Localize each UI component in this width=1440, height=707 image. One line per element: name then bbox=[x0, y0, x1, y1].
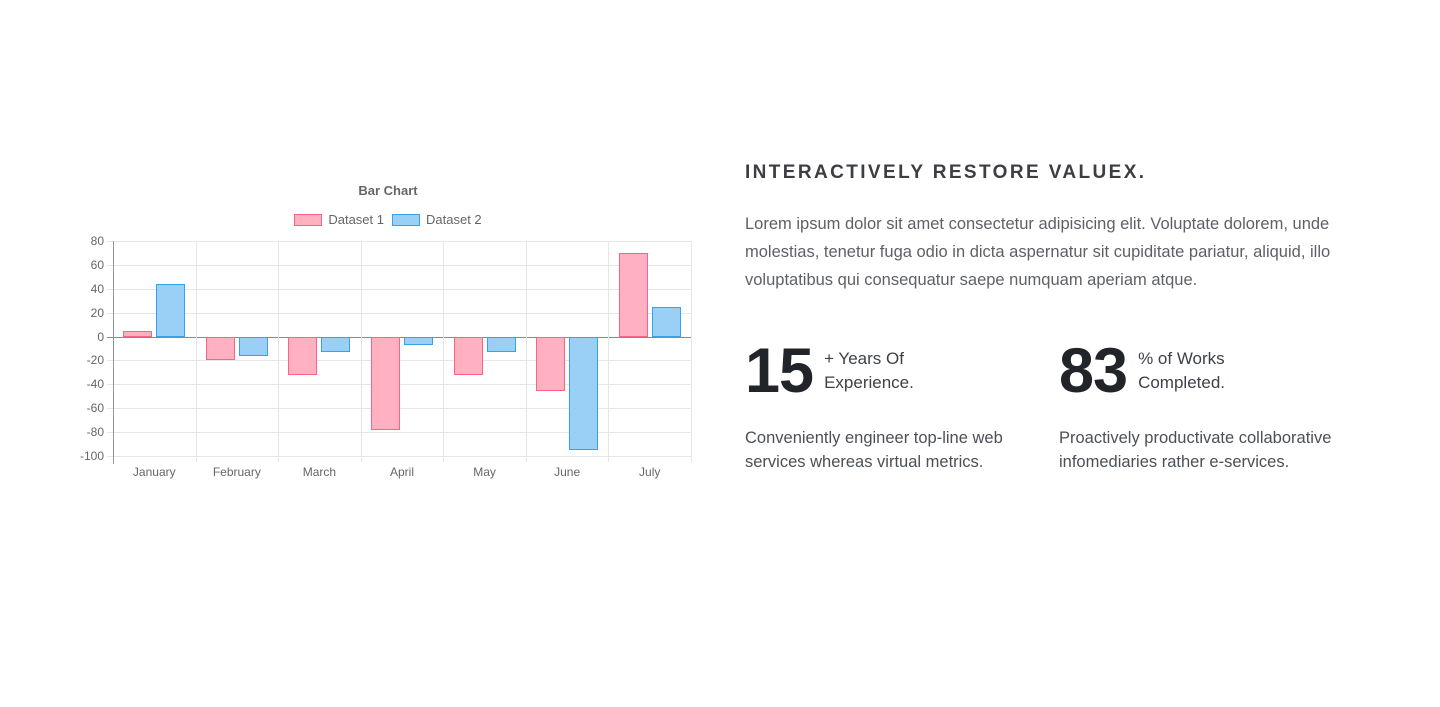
y-tick-label: 40 bbox=[90, 281, 104, 296]
x-tick-label: May bbox=[473, 465, 496, 479]
bar-dataset-2-july[interactable] bbox=[651, 306, 681, 337]
chart-legend: Dataset 1 Dataset 2 bbox=[85, 212, 691, 227]
stat-description: Conveniently engineer top-line web servi… bbox=[745, 429, 1003, 471]
gridline bbox=[360, 241, 362, 462]
section-heading: INTERACTIVELY RESTORE VALUEX. bbox=[745, 162, 1147, 183]
legend-swatch bbox=[392, 213, 420, 226]
stat-block-works: 83 % of Works Completed. Proactively pro… bbox=[1059, 336, 1357, 474]
y-tick-label: -60 bbox=[86, 401, 104, 416]
x-tick-label: February bbox=[212, 465, 261, 479]
bar-dataset-2-february[interactable] bbox=[238, 336, 268, 356]
stat-label: + Years Of Experience. bbox=[824, 349, 914, 392]
gridline bbox=[525, 241, 527, 462]
x-tick-label: July bbox=[639, 465, 661, 479]
bar-dataset-2-june[interactable] bbox=[569, 336, 599, 451]
content-section: INTERACTIVELY RESTORE VALUEX. Lorem ipsu… bbox=[745, 162, 1357, 474]
stat-description: Proactively productivate collaborative i… bbox=[1059, 429, 1332, 471]
stat-block-experience: 15 + Years Of Experience. Conveniently e… bbox=[745, 336, 1043, 474]
legend-swatch bbox=[294, 213, 323, 226]
chart-title: Bar Chart bbox=[358, 183, 418, 198]
y-tick-label: -100 bbox=[79, 449, 104, 463]
bar-dataset-1-january[interactable] bbox=[123, 330, 153, 337]
bar-dataset-1-march[interactable] bbox=[288, 336, 318, 375]
gridline bbox=[107, 264, 691, 266]
bar-dataset-1-july[interactable] bbox=[618, 252, 648, 337]
x-tick-label: April bbox=[389, 465, 415, 479]
bar-dataset-2-march[interactable] bbox=[321, 336, 351, 353]
gridline bbox=[195, 241, 197, 462]
bar-dataset-1-april[interactable] bbox=[371, 336, 400, 430]
gridline bbox=[107, 288, 691, 290]
legend-label: Dataset 1 bbox=[328, 212, 384, 227]
bar-dataset-1-february[interactable] bbox=[205, 336, 235, 361]
legend-item[interactable]: Dataset 1 bbox=[294, 212, 384, 227]
gridline bbox=[278, 241, 280, 462]
stat-value: 15 bbox=[745, 336, 814, 406]
y-tick-label: 60 bbox=[90, 257, 104, 272]
y-tick-label: 0 bbox=[97, 329, 104, 344]
gridline bbox=[107, 312, 691, 314]
gridline bbox=[107, 432, 691, 434]
gridline bbox=[691, 241, 692, 462]
legend-item[interactable]: Dataset 2 bbox=[392, 212, 482, 227]
stat-head: 15 + Years Of Experience. bbox=[745, 336, 1043, 406]
bar-dataset-1-june[interactable] bbox=[536, 336, 566, 392]
y-tick-label: -40 bbox=[86, 377, 104, 392]
bar-dataset-2-may[interactable] bbox=[486, 336, 516, 353]
bar-chart: Bar Chart Dataset 1 Dataset 2 80 60 40 20 0 -2… bbox=[80, 183, 692, 479]
x-tick-label: January bbox=[132, 465, 176, 479]
bar-dataset-1-may[interactable] bbox=[453, 336, 483, 375]
stat-head: 83 % of Works Completed. bbox=[1059, 336, 1357, 406]
y-tick-label: 20 bbox=[90, 305, 104, 320]
x-tick-label: June bbox=[554, 465, 581, 479]
section-paragraph: Lorem ipsum dolor sit amet consectetur a… bbox=[745, 215, 1331, 289]
y-tick-label: 80 bbox=[90, 234, 104, 248]
stats-grid: 15 + Years Of Experience. Conveniently e… bbox=[745, 336, 1357, 474]
bar-dataset-2-april[interactable] bbox=[404, 336, 433, 345]
x-tick-label: March bbox=[302, 465, 337, 479]
stat-value: 83 bbox=[1059, 336, 1128, 406]
gridline bbox=[443, 241, 445, 462]
gridline bbox=[107, 241, 691, 242]
y-tick-label: -20 bbox=[86, 353, 104, 368]
legend-label: Dataset 2 bbox=[426, 212, 482, 227]
y-tick-label: -80 bbox=[86, 425, 104, 440]
stat-label: % of Works Completed. bbox=[1138, 349, 1226, 392]
gridline bbox=[107, 456, 691, 457]
bar-dataset-2-january[interactable] bbox=[156, 284, 186, 337]
chart-plot: 80 60 40 20 0 -20 -40 -60 -80 -100 January February… bbox=[80, 234, 692, 479]
gridline bbox=[608, 241, 610, 462]
y-axis-line bbox=[113, 241, 114, 464]
